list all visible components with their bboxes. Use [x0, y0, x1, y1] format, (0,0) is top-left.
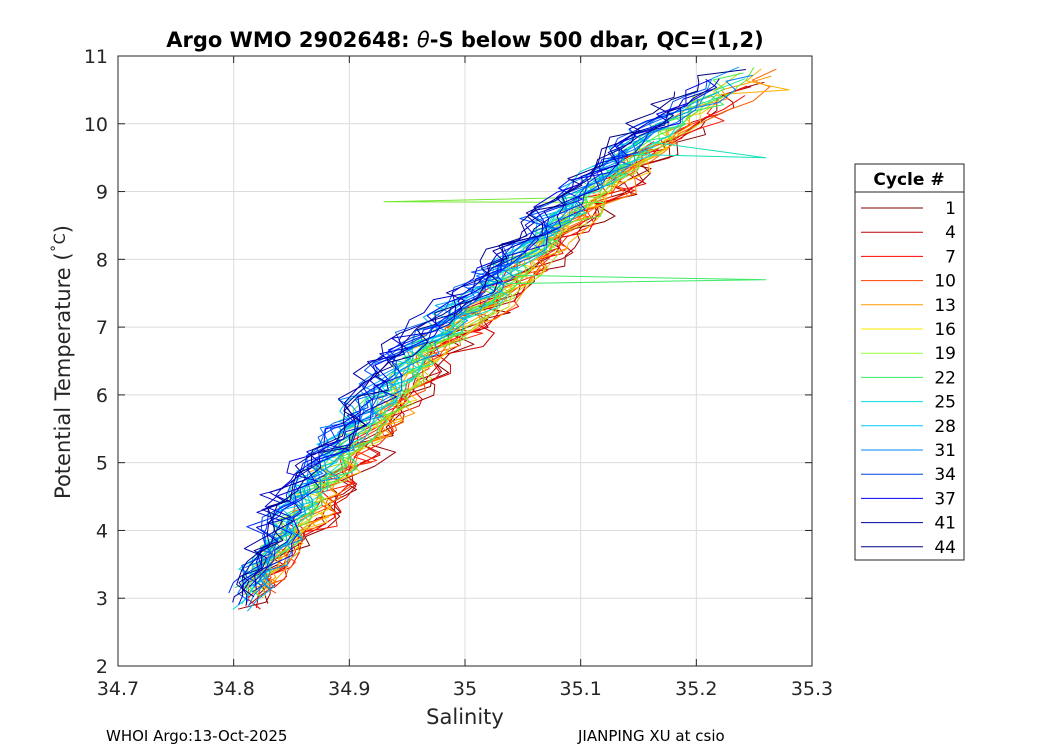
x-tick-label: 35.2	[675, 678, 717, 700]
profile-line	[232, 91, 676, 603]
legend-label: 16	[934, 320, 956, 340]
axis-ticks: 34.7 34.8 34.9 35 35.1 35.2 35.3 2 3 4 5 6 7 8 9 10 11	[84, 46, 833, 700]
footer-right: JIANPING XU at csio	[577, 727, 725, 745]
y-tick-label: 2	[96, 656, 108, 678]
profile-line	[248, 78, 718, 588]
profiles	[228, 66, 790, 612]
y-axis-label-suffix: )	[51, 225, 75, 233]
profile-line	[228, 122, 662, 594]
profile-line	[241, 148, 628, 593]
legend-label: 1	[945, 199, 956, 219]
profile-line	[241, 88, 713, 595]
x-axis-label: Salinity	[426, 705, 504, 729]
legend-label: 19	[934, 344, 956, 364]
chart-title-theta: θ	[417, 28, 430, 52]
y-tick-label: 10	[84, 114, 108, 136]
legend-label: 31	[934, 441, 956, 461]
profile-line	[250, 68, 790, 599]
legend-label: 34	[934, 465, 956, 485]
profile-line	[236, 69, 746, 598]
y-tick-label: 6	[96, 385, 108, 407]
profile-line	[247, 114, 669, 608]
x-tick-label: 35.1	[560, 678, 602, 700]
y-tick-label: 8	[96, 249, 108, 271]
legend-label: 7	[945, 247, 956, 267]
y-tick-label: 11	[84, 46, 108, 68]
x-tick-label: 35	[453, 678, 477, 700]
footer-left: WHOI Argo:13-Oct-2025	[106, 727, 287, 745]
legend-label: 4	[945, 223, 956, 243]
legend-label: 28	[934, 417, 956, 437]
y-tick-label: 4	[96, 520, 108, 542]
legend-label: 44	[934, 538, 956, 558]
x-tick-label: 34.9	[328, 678, 370, 700]
legend-title: Cycle #	[873, 170, 944, 190]
y-tick-label: 7	[96, 317, 108, 339]
profile-line	[238, 108, 681, 606]
grid	[118, 56, 812, 666]
legend-label: 10	[934, 272, 956, 292]
legend: Cycle # 1 4 7 10 13 16 19 22 25 28 31 34 37 41 44	[854, 163, 965, 561]
legend-box	[854, 163, 965, 561]
profile-line	[246, 95, 746, 610]
y-axis-label-unit: ˚C	[50, 233, 69, 252]
x-tick-label: 34.7	[97, 678, 139, 700]
y-axis-label: Potential Temperature (˚C)	[50, 225, 75, 499]
x-tick-label: 34.8	[213, 678, 255, 700]
legend-label: 13	[934, 296, 956, 316]
chart-title-prefix: Argo WMO 2902648:	[166, 28, 417, 52]
profile-line	[254, 75, 772, 593]
legend-label: 37	[934, 489, 956, 509]
y-tick-label: 9	[96, 182, 108, 204]
chart-title-suffix: -S below 500 dbar, QC=(1,2)	[430, 28, 764, 52]
legend-label: 41	[934, 514, 956, 534]
y-tick-label: 5	[96, 453, 108, 475]
profile-line	[245, 85, 748, 607]
profile-line	[259, 74, 754, 590]
chart-title: Argo WMO 2902648: θ-S below 500 dbar, QC…	[166, 28, 763, 52]
y-axis-label-prefix: Potential Temperature (	[51, 252, 75, 499]
y-tick-label: 3	[96, 588, 108, 610]
profile-line	[254, 68, 777, 591]
legend-label: 22	[934, 368, 956, 388]
legend-label: 25	[934, 393, 956, 413]
profile-line	[243, 78, 720, 590]
legend-items: 1 4 7 10 13 16 19 22 25 28 31 34 37 41 44	[861, 199, 956, 558]
profile-line	[256, 86, 752, 608]
profile-line	[237, 98, 699, 602]
x-tick-label: 35.3	[791, 678, 833, 700]
